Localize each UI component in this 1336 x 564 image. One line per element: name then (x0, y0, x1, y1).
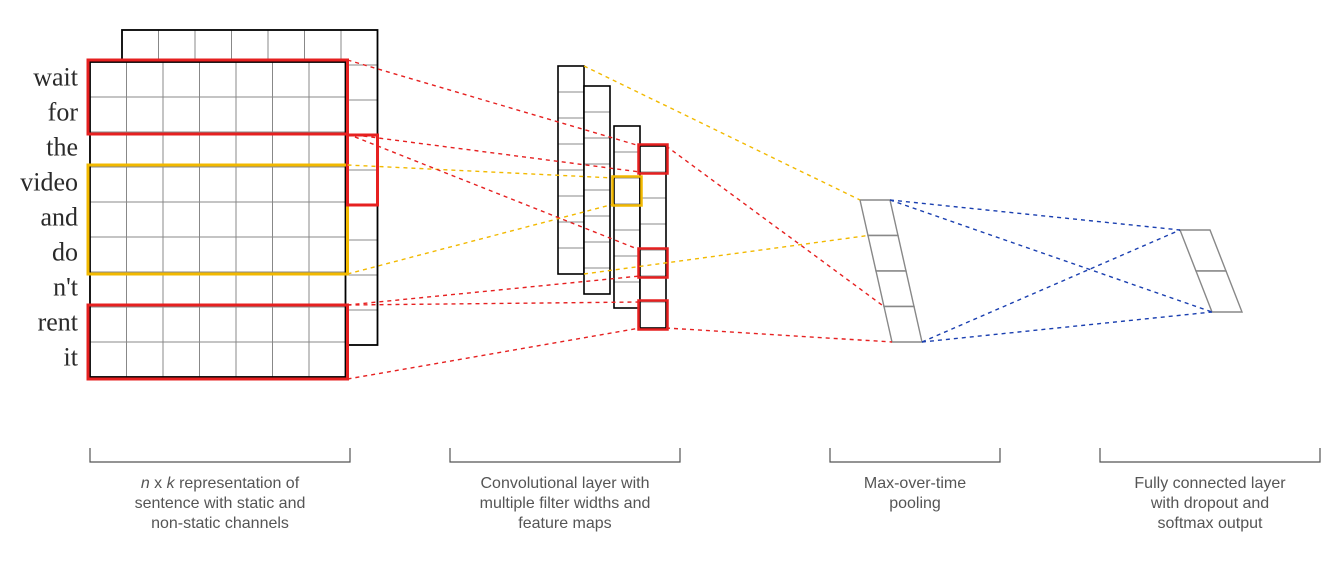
conn-red-bot-a (348, 302, 641, 305)
conv-column-1 (584, 86, 610, 294)
caption-text: sentence with static and (135, 495, 306, 512)
output-layer (1180, 230, 1242, 312)
caption-bracket (450, 448, 680, 462)
caption-text: Convolutional layer with (481, 475, 650, 492)
word-label: do (52, 237, 78, 266)
pool-layer (860, 200, 922, 342)
caption-text: multiple filter widths and (480, 495, 651, 512)
conn-conv-pool-r-a (666, 146, 884, 307)
caption-bracket (90, 448, 350, 462)
input-layer: wait for the video and do n't rent it (20, 30, 377, 379)
caption-text: with dropout and (1150, 495, 1269, 512)
word-label: the (46, 132, 78, 161)
conn-conv-pool-r-b (666, 328, 892, 342)
conv-column-2 (614, 126, 640, 308)
conn-red-bot-b (348, 328, 641, 379)
caption-bracket (1100, 448, 1320, 462)
caption-text: pooling (889, 495, 941, 512)
word-label: wait (33, 62, 79, 91)
caption-text: non-static channels (151, 515, 289, 532)
word-label: for (48, 97, 79, 126)
caption-bracket (830, 448, 1000, 462)
pool-vector (860, 200, 922, 342)
caption-text: Max-over-time (864, 475, 966, 492)
conv-column-0 (558, 66, 584, 274)
output-vector (1180, 230, 1242, 312)
caption-text: Fully connected layer (1134, 475, 1286, 492)
conn-pool-out-a (890, 200, 1180, 230)
word-label: video (20, 167, 78, 196)
caption-text: n x k representation of (141, 475, 300, 492)
conv-layer (558, 66, 668, 330)
word-label: n't (53, 272, 79, 301)
input-grid-front (90, 62, 346, 377)
conn-pool-out-d (922, 312, 1212, 342)
conn-pool-out-b (922, 230, 1180, 342)
word-label: it (64, 342, 79, 371)
caption-text: feature maps (518, 515, 611, 532)
word-label: rent (38, 307, 79, 336)
word-label: and (40, 202, 78, 231)
caption-text: softmax output (1158, 515, 1264, 532)
